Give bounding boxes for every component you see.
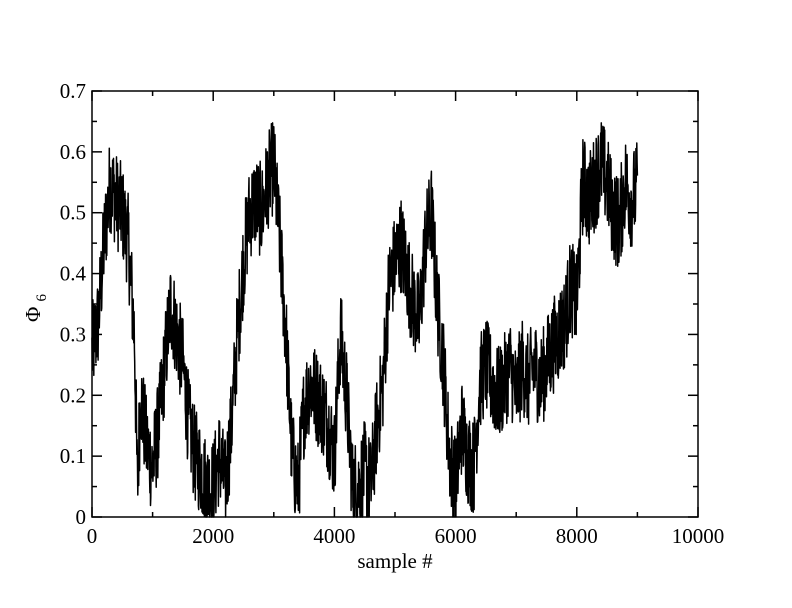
y-tick-label: 0.3 bbox=[60, 322, 86, 346]
x-tick-label: 8000 bbox=[556, 524, 598, 548]
x-tick-label: 6000 bbox=[435, 524, 477, 548]
y-tick-label: 0.2 bbox=[60, 383, 86, 407]
x-tick-labels: 0 2000 4000 6000 8000 10000 bbox=[87, 524, 725, 548]
y-tick-label: 0.6 bbox=[60, 140, 86, 164]
x-tick-label: 2000 bbox=[192, 524, 234, 548]
y-tick-label: 0.1 bbox=[60, 444, 86, 468]
y-axis-title: Φ 6 bbox=[21, 293, 50, 322]
x-tick-label: 0 bbox=[87, 524, 98, 548]
y-tick-label: 0 bbox=[76, 505, 87, 529]
y-tick-labels: 0 0.1 0.2 0.3 0.4 0.5 0.6 0.7 bbox=[60, 79, 87, 529]
y-tick-label: 0.5 bbox=[60, 201, 86, 225]
y-axis-title-symbol: Φ bbox=[21, 307, 45, 322]
series-line bbox=[91, 122, 639, 518]
x-axis-title: sample # bbox=[357, 549, 433, 573]
plot-frame bbox=[91, 90, 699, 518]
y-tick-label: 0.4 bbox=[60, 262, 87, 286]
x-tick-label: 10000 bbox=[672, 524, 725, 548]
y-tick-label: 0.7 bbox=[60, 79, 86, 103]
y-axis-title-subscript: 6 bbox=[34, 293, 50, 301]
x-tick-label: 4000 bbox=[313, 524, 355, 548]
